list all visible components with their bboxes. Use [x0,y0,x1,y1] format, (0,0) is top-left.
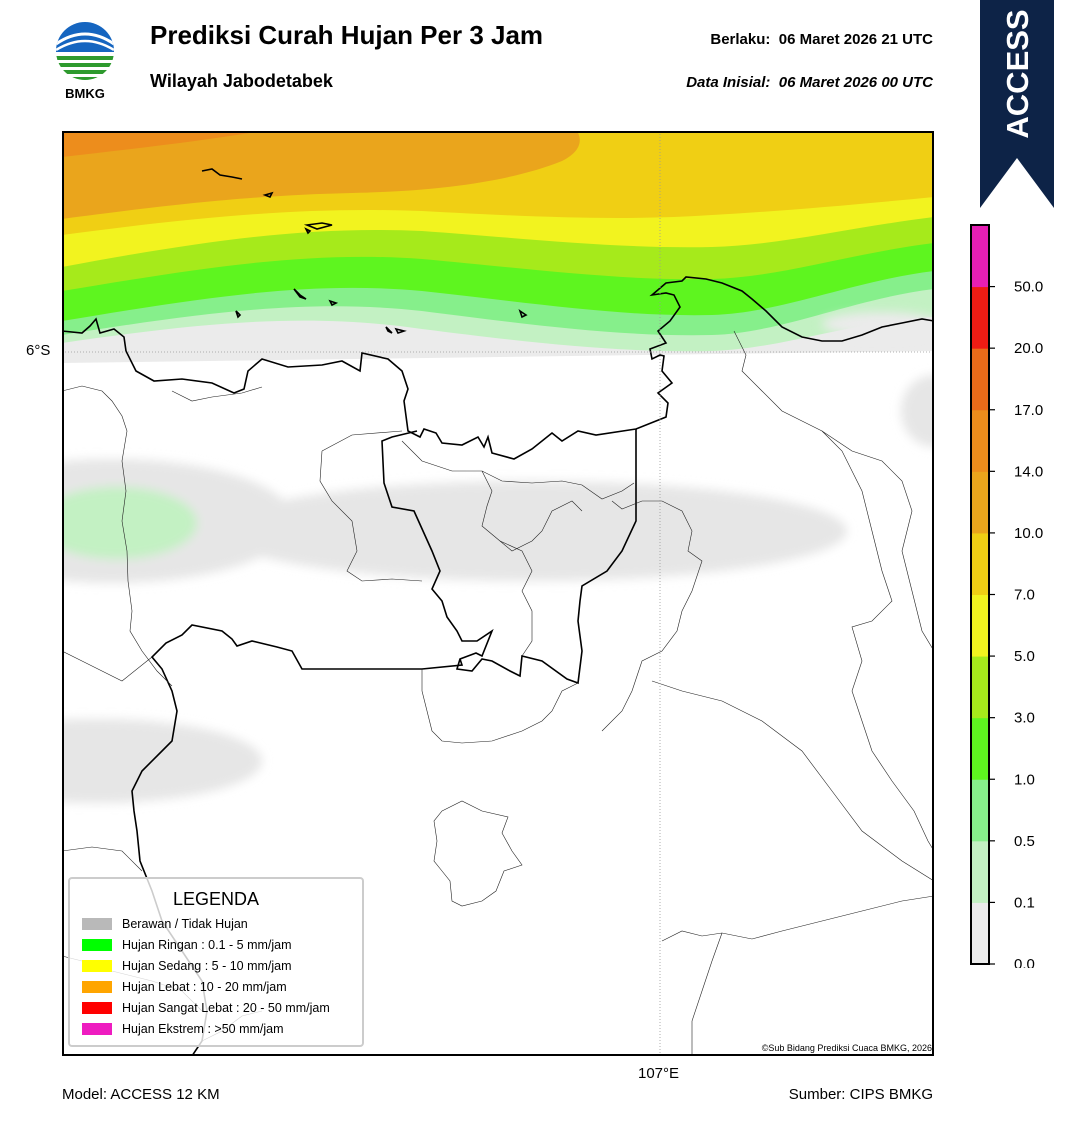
legend-label: Hujan Ringan : 0.1 - 5 mm/jam [122,938,292,952]
logo-text: BMKG [65,86,105,101]
model-banner: ACCESS [980,0,1054,208]
legend-box: LEGENDA Berawan / Tidak Hujan Hujan Ringa… [68,877,364,1047]
valid-label: Berlaku: [710,31,771,48]
source-info: Sumber: CIPS BMKG [788,1086,933,1103]
regency-boundaries [62,330,934,1056]
colorbar-segment [971,286,989,349]
colorbar-segment [971,532,989,595]
bmkg-logo: BMKG [52,20,118,102]
colorbar-segment [971,840,989,903]
legend-swatch [82,981,112,993]
rainfall-map [62,131,934,1056]
colorbar: 50.0 20.0 17.0 14.0 10.0 7.0 5.0 3.0 1.0 0.5 0.1 0.… [968,222,1048,973]
colorbar-segment [971,656,989,719]
legend-title: LEGENDA [172,889,260,909]
legend-label: Berawan / Tidak Hujan [122,917,248,931]
legend-label: Hujan Lebat : 10 - 20 mm/jam [122,980,287,994]
legend-label: Hujan Sangat Lebat : 20 - 50 mm/jam [122,1001,330,1015]
legend-swatch [82,1023,112,1035]
colorbar-segment [971,409,989,472]
colorbar-tick-label: 0.1 [1014,894,1035,911]
colorbar-tick-label: 3.0 [1014,710,1035,727]
init-label: Data Inisial: [686,74,771,91]
colorbar-tick-label: 0.5 [1014,833,1035,850]
light-rain-patch [62,487,197,559]
map-subtitle: Wilayah Jabodetabek [150,71,333,91]
init-time: Data Inisial: 06 Maret 2026 00 UTC [686,74,933,91]
latitude-label: 6°S [26,342,51,359]
colorbar-segment [971,779,989,842]
legend-swatch [82,918,112,930]
legend-swatch [82,960,112,972]
legend-item: Berawan / Tidak Hujan [82,916,248,932]
colorbar-tick-label: 10.0 [1014,525,1043,542]
cloud-patch-southwest [62,719,262,803]
legend-item: Hujan Lebat : 10 - 20 mm/jam [82,979,287,995]
legend-item: Hujan Sedang : 5 - 10 mm/jam [82,958,292,974]
legend-item: Hujan Ringan : 0.1 - 5 mm/jam [82,937,292,953]
model-info: Model: ACCESS 12 KM [62,1086,220,1103]
colorbar-tick-label: 7.0 [1014,587,1035,604]
cloud-patch-east [901,375,934,447]
cloud-patch-center [217,481,847,581]
legend-swatch [82,939,112,951]
colorbar-tick-label: 17.0 [1014,402,1043,419]
band-14-17 [62,131,262,157]
longitude-label: 107°E [638,1065,680,1082]
map-canvas [62,131,934,1056]
colorbar-segment [971,225,989,288]
banner-shape [980,0,1054,208]
colorbar-tick-label: 20.0 [1014,340,1043,357]
colorbar-segment [971,348,989,411]
colorbar-segment [971,717,989,780]
colorbar-tick-label: 1.0 [1014,771,1035,788]
legend-item: Hujan Sangat Lebat : 20 - 50 mm/jam [82,1000,330,1016]
valid-value: 06 Maret 2026 21 UTC [778,31,933,48]
legend-label: Hujan Sedang : 5 - 10 mm/jam [122,959,292,973]
islands [201,168,528,334]
valid-time: Berlaku: 06 Maret 2026 21 UTC [710,31,933,48]
cloud-patches [62,312,934,803]
legend-label: Hujan Ekstrem : >50 mm/jam [122,1022,284,1036]
map-title: Prediksi Curah Hujan Per 3 Jam [150,20,544,50]
colorbar-segment [971,594,989,657]
colorbar-tick-label: 50.0 [1014,279,1043,296]
colorbar-tick-label: 5.0 [1014,648,1035,665]
init-value: 06 Maret 2026 00 UTC [778,74,933,91]
colorbar-segment [971,471,989,534]
legend-item: Hujan Ekstrem : >50 mm/jam [82,1021,284,1037]
colorbar-tick-label: 14.0 [1014,463,1043,480]
banner-text: ACCESS [1000,9,1035,138]
java-coastline [62,276,934,460]
band-10-14 [62,131,580,219]
legend-swatch [82,1002,112,1014]
precipitation-field [62,131,934,363]
colorbar-tick-label: 0.0 [1014,956,1035,968]
cloud-patch-northeast [822,312,934,336]
map-frame [62,131,934,1056]
colorbar-segment [971,902,989,965]
copyright-text: ©Sub Bidang Prediksi Cuaca BMKG, 2026 [761,1043,932,1053]
